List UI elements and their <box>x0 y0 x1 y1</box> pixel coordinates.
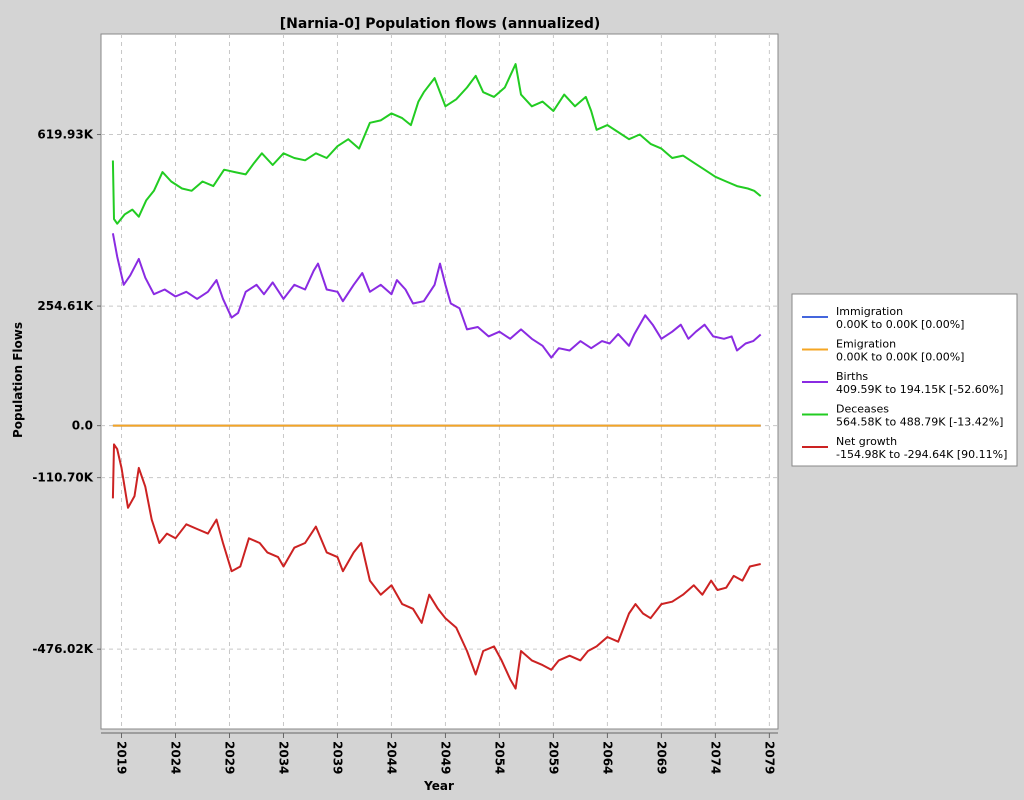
x-tick-label: 2079 <box>762 741 776 774</box>
x-axis-label: Year <box>423 779 454 793</box>
y-axis: 619.93K 254.61K 0.0 -110.70K -476.02K <box>32 128 101 656</box>
series-line-deceases <box>111 63 762 225</box>
x-tick-label: 2019 <box>115 741 129 774</box>
legend-series-name: Net growth <box>836 435 897 448</box>
legend-series-name: Births <box>836 370 868 383</box>
legend-series-name: Emigration <box>836 338 896 351</box>
x-tick-label: 2044 <box>384 741 398 774</box>
series-lines <box>111 63 762 690</box>
legend-series-detail: 0.00K to 0.00K [0.00%] <box>836 318 964 331</box>
legend-series-detail: 409.59K to 194.15K [-52.60%] <box>836 383 1003 396</box>
y-tick-label: -110.70K <box>32 471 93 485</box>
x-tick-label: 2069 <box>654 741 668 774</box>
legend-series-detail: 564.58K to 488.79K [-13.42%] <box>836 416 1003 429</box>
x-tick-label: 2049 <box>438 741 452 774</box>
chart-title: [Narnia-0] Population flows (annualized) <box>280 16 601 32</box>
legend-series-name: Immigration <box>836 305 903 318</box>
series-line-births <box>111 233 762 359</box>
legend-box <box>791 293 1018 467</box>
y-tick-label: 0.0 <box>72 419 93 433</box>
legend-series-detail: 0.00K to 0.00K [0.00%] <box>836 351 964 364</box>
series-line-net-growth <box>111 443 761 690</box>
legend-series-name: Deceases <box>836 403 889 416</box>
x-tick-label: 2074 <box>708 741 722 774</box>
x-tick-label: 2024 <box>169 741 183 774</box>
y-axis-label: Population Flows <box>11 322 25 438</box>
x-axis: 2019 2024 2029 2034 2039 2044 2049 2054 2059 2064… <box>101 732 778 774</box>
x-tick-label: 2034 <box>276 741 290 774</box>
x-tick-label: 2054 <box>492 741 506 774</box>
x-tick-label: 2039 <box>330 741 344 774</box>
y-tick-label: -476.02K <box>32 642 93 656</box>
plot-area <box>100 33 779 730</box>
x-tick-label: 2064 <box>600 741 614 774</box>
y-tick-label: 619.93K <box>37 128 93 142</box>
x-tick-label: 2029 <box>222 741 236 774</box>
x-tick-label: 2059 <box>546 741 560 774</box>
legend-series-detail: -154.98K to -294.64K [90.11%] <box>836 448 1007 461</box>
y-tick-label: 254.61K <box>37 299 93 313</box>
